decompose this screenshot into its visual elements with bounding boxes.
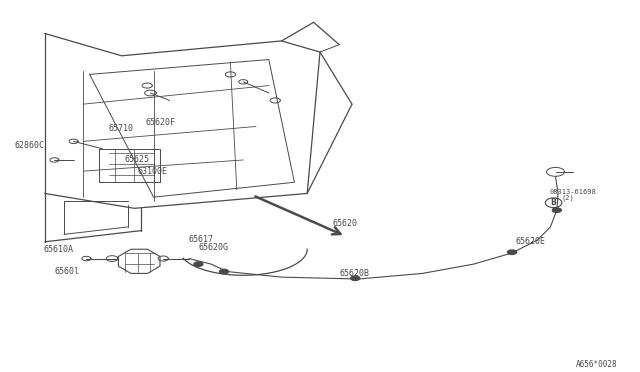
Polygon shape	[508, 250, 516, 254]
Text: A656*0028: A656*0028	[576, 360, 618, 369]
Text: 65625: 65625	[125, 155, 150, 164]
Polygon shape	[220, 269, 228, 274]
Polygon shape	[194, 262, 203, 266]
Text: 08313-61698: 08313-61698	[549, 189, 596, 195]
Text: 6560l: 6560l	[54, 267, 79, 276]
Text: 65617: 65617	[189, 235, 214, 244]
Polygon shape	[351, 276, 360, 280]
Text: 65620: 65620	[333, 219, 358, 228]
Text: 62860C: 62860C	[14, 141, 44, 150]
Text: 65620F: 65620F	[146, 118, 176, 127]
Text: 65620E: 65620E	[515, 237, 545, 246]
Text: 65620G: 65620G	[198, 243, 228, 252]
Text: 63100E: 63100E	[138, 167, 168, 176]
Text: 65710: 65710	[109, 124, 134, 133]
Text: (2): (2)	[562, 195, 575, 201]
Text: B: B	[551, 198, 556, 207]
Polygon shape	[552, 208, 561, 212]
Text: 65620B: 65620B	[339, 269, 369, 278]
Text: 65610A: 65610A	[44, 245, 74, 254]
